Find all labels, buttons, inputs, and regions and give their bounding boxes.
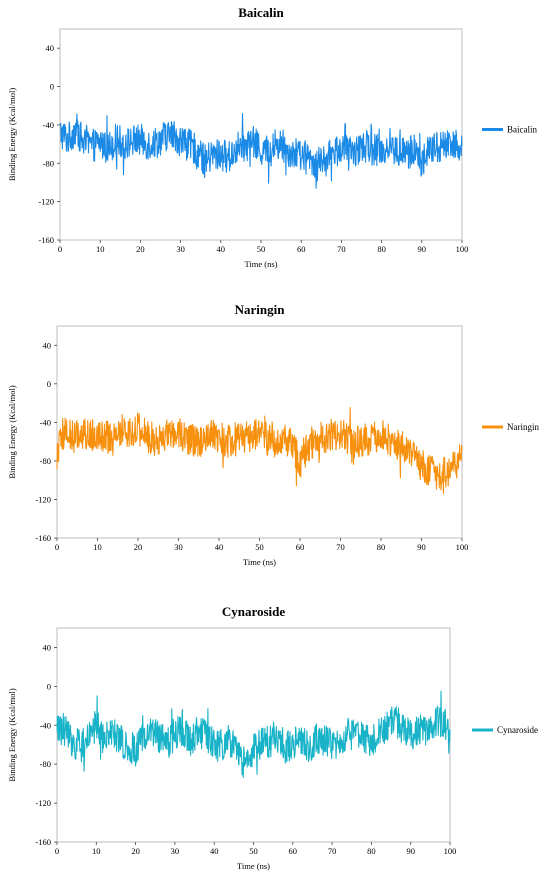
y-tick-label: 40 [43, 340, 52, 350]
x-tick-label: 20 [131, 846, 140, 856]
x-tick-label: 100 [456, 244, 469, 254]
x-tick-label: 30 [171, 846, 180, 856]
y-tick-label: -40 [40, 720, 51, 730]
x-tick-label: 100 [444, 846, 457, 856]
x-tick-label: 70 [337, 244, 346, 254]
series-line [56, 406, 463, 495]
y-tick-label: -160 [38, 235, 54, 245]
series-line [56, 690, 451, 778]
x-tick-label: 10 [96, 244, 105, 254]
x-tick-label: 90 [418, 244, 427, 254]
y-tick-label: 0 [47, 681, 51, 691]
legend-label: Baicalin [507, 125, 537, 135]
x-axis-label: Time (ns) [245, 259, 278, 269]
y-tick-label: -120 [35, 798, 51, 808]
y-tick-label: -40 [43, 120, 54, 130]
y-axis-label: Binding Energy (Kcal/mol) [7, 688, 17, 781]
y-tick-label: -160 [35, 533, 51, 543]
y-tick-label: -80 [40, 759, 51, 769]
x-tick-label: 100 [456, 542, 469, 552]
y-tick-label: -160 [35, 837, 51, 847]
y-tick-label: -120 [38, 197, 54, 207]
y-tick-label: -40 [40, 417, 51, 427]
x-axis-label: Time (ns) [243, 557, 276, 567]
chart-svg: Naringin 40 0 -40 -80 -120 -160 0 10 20 30 40 50 60 70… [7, 302, 539, 567]
x-tick-label: 0 [55, 542, 59, 552]
chart-svg: Cynaroside 40 0 -40 -80 -120 -160 0 10 20 30 40 50 60… [7, 604, 538, 871]
x-tick-label: 30 [176, 244, 185, 254]
x-tick-label: 90 [406, 846, 415, 856]
x-tick-label: 80 [377, 244, 386, 254]
x-tick-label: 40 [210, 846, 219, 856]
chart-title: Cynaroside [222, 604, 286, 619]
x-tick-label: 80 [377, 542, 386, 552]
x-tick-label: 70 [328, 846, 337, 856]
y-tick-label: 0 [50, 82, 54, 92]
chart-panel-baicalin: Baicalin 40 0 -40 -80 -120 -160 0 10 20 30 40 50 60 70… [0, 0, 550, 292]
chart-panel-cynaroside: Cynaroside 40 0 -40 -80 -120 -160 0 10 20 30 40 50 60… [0, 590, 550, 882]
x-tick-label: 20 [134, 542, 143, 552]
x-tick-label: 60 [296, 542, 305, 552]
x-tick-label: 90 [417, 542, 426, 552]
x-axis-label: Time (ns) [237, 861, 270, 871]
x-tick-label: 50 [255, 542, 264, 552]
x-tick-label: 40 [215, 542, 224, 552]
legend-label: Naringin [507, 422, 539, 432]
x-tick-label: 80 [367, 846, 376, 856]
x-tick-label: 50 [257, 244, 266, 254]
x-tick-label: 0 [58, 244, 62, 254]
series-line [59, 112, 463, 189]
y-tick-label: 40 [43, 642, 52, 652]
chart-title: Naringin [235, 302, 286, 317]
x-tick-label: 50 [249, 846, 258, 856]
x-tick-label: 0 [55, 846, 59, 856]
y-tick-label: -80 [43, 158, 54, 168]
y-tick-label: 0 [47, 379, 51, 389]
chart-svg: Baicalin 40 0 -40 -80 -120 -160 0 10 20 30 40 50 60 70… [7, 5, 537, 269]
chart-title: Baicalin [238, 5, 284, 20]
y-axis-label: Binding Energy (Kcal/mol) [7, 385, 17, 478]
legend-label: Cynaroside [497, 725, 538, 735]
x-tick-label: 40 [217, 244, 226, 254]
x-tick-label: 60 [297, 244, 306, 254]
x-tick-label: 20 [136, 244, 145, 254]
y-tick-label: 40 [46, 43, 55, 53]
y-tick-label: -80 [40, 456, 51, 466]
x-tick-label: 30 [174, 542, 183, 552]
y-tick-label: -120 [35, 494, 51, 504]
y-axis-label: Binding Energy (Kcal/mol) [7, 88, 17, 181]
x-tick-label: 60 [289, 846, 298, 856]
chart-panel-naringin: Naringin 40 0 -40 -80 -120 -160 0 10 20 30 40 50 60 70… [0, 294, 550, 586]
x-tick-label: 70 [336, 542, 345, 552]
x-tick-label: 10 [93, 542, 102, 552]
x-tick-label: 10 [92, 846, 101, 856]
